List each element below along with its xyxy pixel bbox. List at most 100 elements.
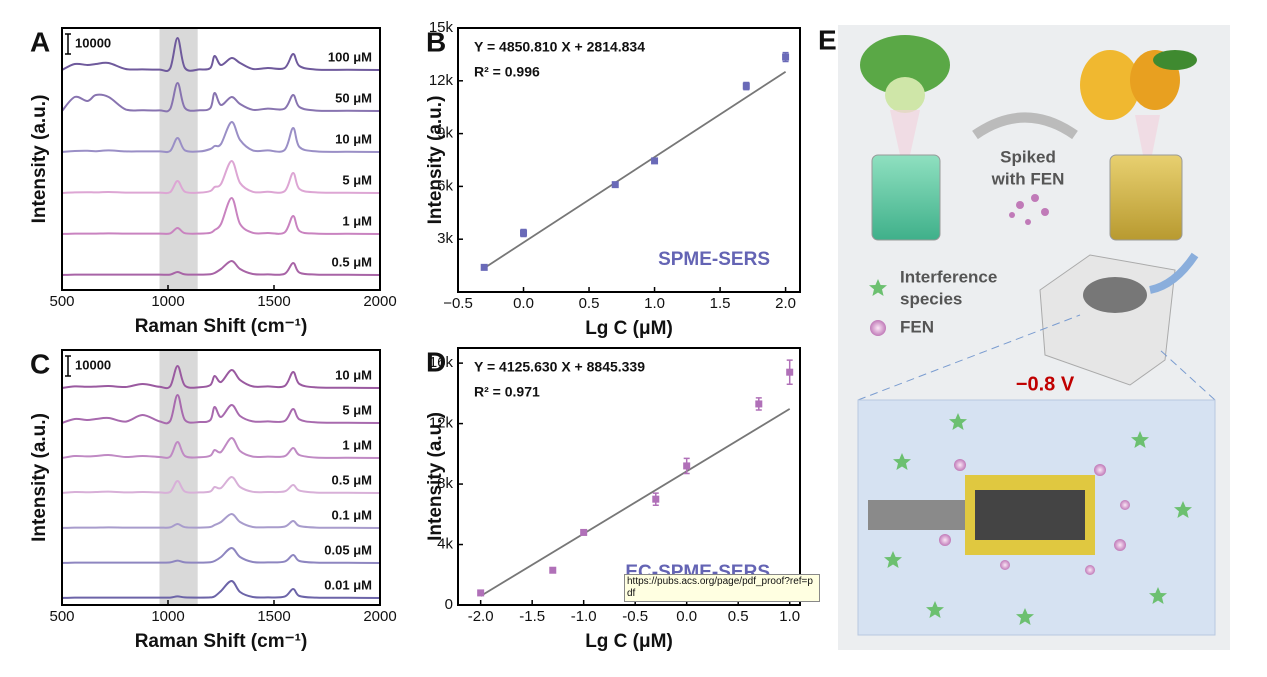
x-tick-label: 0.5 [728, 608, 749, 625]
vegetable [860, 35, 950, 95]
x-tick-label: 1000 [151, 293, 184, 310]
fit-r2: R² = 0.996 [474, 64, 540, 80]
vegetable-stem [885, 77, 925, 113]
series-label: 1 μM [342, 213, 372, 228]
x-tick-label: 0.5 [579, 295, 600, 312]
x-tick-label: -1.5 [519, 608, 545, 625]
series-label: 5 μM [342, 402, 372, 417]
fit-equation: Y = 4125.630 X + 8845.339 [474, 359, 645, 375]
legend-label: Interference [900, 267, 997, 286]
x-tick-label: 0.0 [513, 295, 534, 312]
y-tick-label: 15k [429, 19, 454, 36]
y-axis-title: Intensity (a.u.) [425, 96, 446, 225]
data-point [549, 566, 557, 574]
x-tick-label: 0.0 [676, 608, 697, 625]
series-label: 0.01 μM [324, 577, 372, 592]
data-point [782, 53, 790, 61]
tooltip: https://pubs.acs.org/page/pdf_proof?ref=… [624, 574, 820, 602]
panel-label: A [30, 26, 50, 57]
data-point [480, 263, 488, 271]
electrode-rod [868, 500, 973, 530]
spectrum [61, 81, 381, 113]
plot-frame [61, 27, 381, 291]
data-point [651, 157, 659, 165]
data-point [477, 589, 485, 597]
y-tick-label: 8k [437, 475, 453, 492]
fen-molecules [939, 459, 1130, 575]
series-label: 0.5 μM [332, 254, 372, 269]
series-label: 5 μM [342, 172, 372, 187]
highlight-band [159, 29, 198, 289]
y-tick-label: 12k [429, 415, 454, 432]
plot-frame [457, 347, 801, 606]
series-label: 10 μM [335, 131, 372, 146]
device-cell [1083, 277, 1147, 313]
x-tick-label: -0.5 [622, 608, 648, 625]
y-tick-label: 9k [437, 125, 453, 142]
series-label: 0.5 μM [332, 472, 372, 487]
spectrum [61, 121, 381, 154]
spectrum [61, 437, 381, 459]
data-point [683, 462, 691, 470]
x-tick-label: -1.0 [571, 608, 597, 625]
zoom-line [857, 314, 1081, 401]
spectrum [61, 36, 381, 73]
x-tick-label: -2.0 [468, 608, 494, 625]
x-tick-label: 1.0 [644, 295, 665, 312]
arrow-label: with FEN [991, 169, 1065, 188]
fen-dots [1009, 194, 1049, 225]
spectrum [61, 546, 381, 564]
highlight-band [159, 351, 198, 604]
x-tick-label: 1000 [151, 608, 184, 625]
y-axis-title: Intensity (a.u.) [29, 413, 50, 542]
panel-label: C [30, 348, 50, 379]
beaker [871, 154, 941, 241]
x-tick-label: 1500 [257, 608, 290, 625]
beaker [1109, 154, 1183, 241]
x-tick-label: 1.0 [779, 608, 800, 625]
spectrum [61, 196, 381, 235]
light-beam [1135, 115, 1160, 155]
x-tick-label: 2000 [363, 293, 396, 310]
data-point [580, 528, 588, 536]
x-axis-title: Lg C (μM) [585, 631, 673, 652]
data-point [520, 229, 528, 237]
spectrum [61, 512, 381, 529]
x-tick-label: 1.5 [710, 295, 731, 312]
y-tick-label: 16k [429, 354, 454, 371]
data-point [611, 181, 619, 189]
spectrum [61, 393, 381, 425]
y-tick-label: 6k [437, 177, 453, 194]
x-tick-label: 500 [49, 608, 74, 625]
legend-dot [870, 320, 886, 336]
legend-label: FEN [900, 317, 934, 336]
scale-bar-label: 10000 [75, 357, 111, 372]
plot-frame [61, 349, 381, 606]
series-label: 1 μM [342, 437, 372, 452]
spectrum [61, 476, 381, 494]
diagram [838, 25, 1230, 650]
panel-label: B [426, 26, 446, 57]
x-tick-label: 500 [49, 293, 74, 310]
y-tick-label: 3k [437, 230, 453, 247]
arrow [972, 112, 1078, 140]
spectrum [61, 259, 381, 276]
spectrum [61, 364, 381, 390]
scale-bar [65, 33, 71, 55]
arrow-label: Spiked [1000, 147, 1056, 166]
plot-frame [457, 27, 801, 293]
x-axis-title: Lg C (μM) [585, 318, 673, 339]
x-axis-title: Raman Shift (cm⁻¹) [135, 316, 308, 337]
y-axis-title: Intensity (a.u.) [425, 412, 446, 541]
light-beam [890, 110, 920, 155]
panel-label: E [818, 24, 837, 55]
x-tick-label: 2.0 [775, 295, 796, 312]
data-point [786, 368, 794, 376]
fit-equation: Y = 4850.810 X + 2814.834 [474, 39, 645, 55]
leaf [1153, 50, 1197, 70]
x-tick-label: 2000 [363, 608, 396, 625]
fit-r2: R² = 0.971 [474, 384, 540, 400]
y-tick-label: 0 [445, 596, 453, 613]
legend-label: species [900, 289, 962, 308]
